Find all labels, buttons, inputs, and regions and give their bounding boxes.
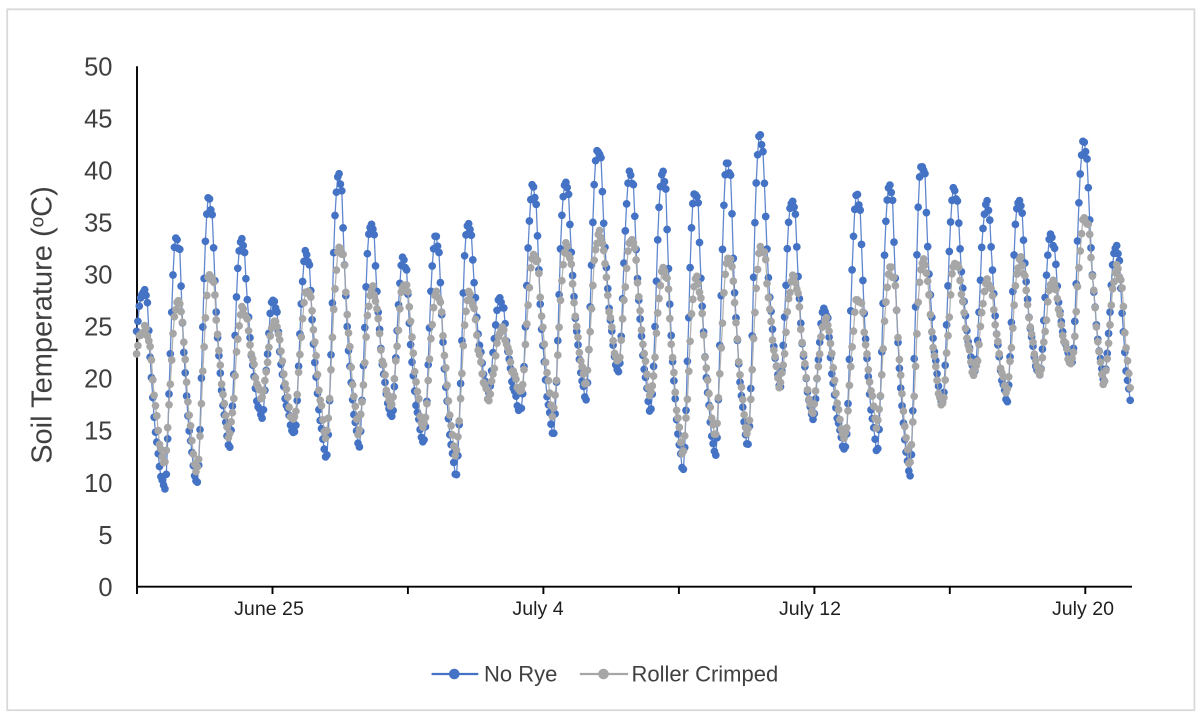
svg-text:No Rye: No Rye bbox=[484, 662, 557, 687]
svg-text:5: 5 bbox=[98, 522, 112, 550]
svg-text:30: 30 bbox=[84, 262, 112, 290]
svg-text:50: 50 bbox=[84, 53, 112, 81]
svg-text:June 25: June 25 bbox=[234, 598, 304, 620]
svg-text:Roller Crimped: Roller Crimped bbox=[632, 662, 779, 687]
svg-text:15: 15 bbox=[84, 418, 112, 446]
svg-text:20: 20 bbox=[84, 366, 112, 394]
svg-text:40: 40 bbox=[84, 158, 112, 186]
svg-text:25: 25 bbox=[84, 314, 112, 342]
svg-text:45: 45 bbox=[84, 106, 112, 134]
svg-text:Soil Temperature (oC): Soil Temperature (oC) bbox=[27, 186, 59, 464]
svg-text:July 4: July 4 bbox=[512, 598, 563, 620]
svg-text:July 12: July 12 bbox=[779, 598, 841, 620]
svg-text:0: 0 bbox=[98, 574, 112, 602]
svg-text:35: 35 bbox=[84, 210, 112, 238]
svg-text:10: 10 bbox=[84, 470, 112, 498]
svg-text:July 20: July 20 bbox=[1052, 598, 1114, 620]
